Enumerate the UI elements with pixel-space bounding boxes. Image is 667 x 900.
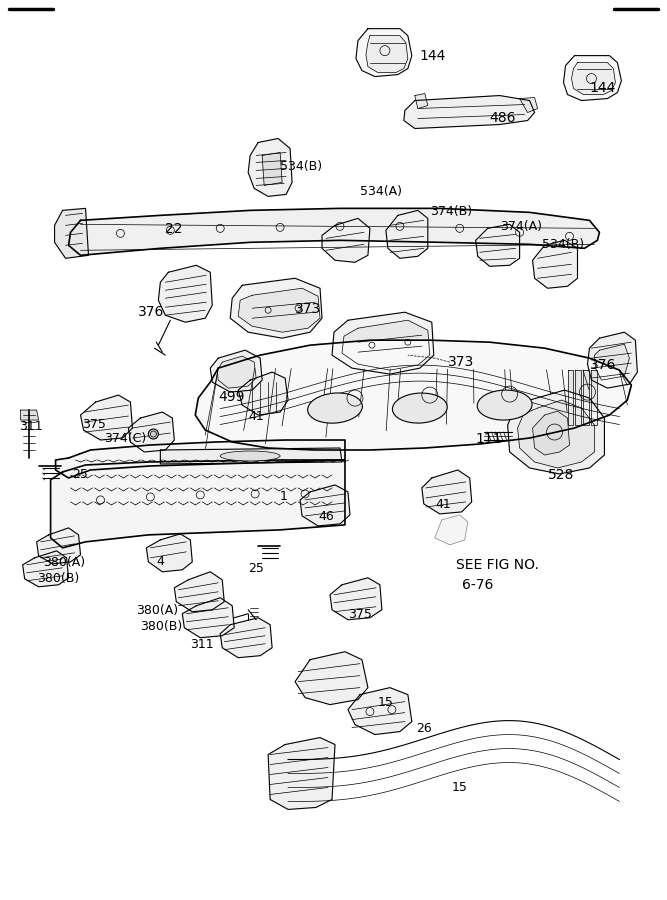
Polygon shape bbox=[268, 738, 335, 809]
Text: SEE FIG NO.: SEE FIG NO. bbox=[456, 558, 539, 572]
Text: 380(B): 380(B) bbox=[140, 620, 183, 633]
Polygon shape bbox=[195, 340, 632, 450]
Text: 1: 1 bbox=[280, 490, 288, 503]
Polygon shape bbox=[262, 152, 282, 185]
Polygon shape bbox=[572, 63, 616, 94]
Text: 46: 46 bbox=[318, 510, 334, 523]
Polygon shape bbox=[568, 370, 574, 425]
Polygon shape bbox=[435, 515, 468, 544]
Polygon shape bbox=[532, 411, 570, 455]
Polygon shape bbox=[21, 410, 39, 420]
Text: 375: 375 bbox=[348, 608, 372, 621]
Ellipse shape bbox=[392, 393, 448, 423]
Polygon shape bbox=[322, 219, 370, 262]
Text: 374(C): 374(C) bbox=[105, 432, 147, 445]
Polygon shape bbox=[69, 209, 600, 256]
Polygon shape bbox=[238, 372, 288, 415]
Polygon shape bbox=[230, 278, 322, 338]
Polygon shape bbox=[55, 440, 345, 478]
Polygon shape bbox=[594, 344, 630, 380]
Text: 6-76: 6-76 bbox=[462, 578, 493, 592]
Polygon shape bbox=[518, 400, 594, 468]
Text: 499: 499 bbox=[218, 390, 245, 404]
Polygon shape bbox=[210, 350, 262, 392]
Circle shape bbox=[148, 429, 158, 439]
Polygon shape bbox=[238, 288, 320, 332]
Polygon shape bbox=[330, 578, 382, 620]
Text: 380(B): 380(B) bbox=[37, 572, 79, 585]
Text: 374(B): 374(B) bbox=[430, 205, 472, 219]
Polygon shape bbox=[520, 97, 538, 112]
Polygon shape bbox=[81, 395, 133, 440]
Polygon shape bbox=[300, 485, 350, 526]
Polygon shape bbox=[182, 598, 234, 638]
Polygon shape bbox=[532, 240, 578, 288]
Polygon shape bbox=[476, 224, 520, 266]
Text: 528: 528 bbox=[548, 468, 574, 482]
Polygon shape bbox=[366, 36, 408, 73]
Polygon shape bbox=[588, 332, 638, 388]
Ellipse shape bbox=[220, 451, 280, 461]
Polygon shape bbox=[146, 534, 192, 572]
Polygon shape bbox=[422, 470, 472, 514]
Polygon shape bbox=[23, 551, 69, 587]
Text: 373: 373 bbox=[448, 356, 474, 369]
Polygon shape bbox=[404, 95, 534, 129]
Text: 41: 41 bbox=[436, 498, 452, 511]
Polygon shape bbox=[592, 370, 598, 425]
Text: 144: 144 bbox=[590, 81, 616, 94]
Polygon shape bbox=[415, 94, 428, 109]
Polygon shape bbox=[158, 266, 212, 322]
Text: 26: 26 bbox=[416, 722, 432, 734]
Text: 376: 376 bbox=[590, 358, 616, 372]
Polygon shape bbox=[576, 370, 582, 425]
Text: 25: 25 bbox=[248, 562, 264, 575]
Text: 144: 144 bbox=[420, 49, 446, 63]
Text: 373: 373 bbox=[295, 302, 321, 316]
Ellipse shape bbox=[307, 393, 362, 423]
Polygon shape bbox=[332, 312, 434, 374]
Polygon shape bbox=[295, 652, 368, 705]
Polygon shape bbox=[342, 320, 430, 370]
Text: 311: 311 bbox=[190, 638, 214, 651]
Text: 25: 25 bbox=[73, 468, 89, 481]
Text: 534(B): 534(B) bbox=[542, 238, 584, 251]
Polygon shape bbox=[356, 29, 412, 76]
Text: 311: 311 bbox=[19, 420, 42, 433]
Polygon shape bbox=[348, 688, 412, 734]
Polygon shape bbox=[386, 211, 428, 258]
Polygon shape bbox=[248, 139, 292, 196]
Text: 22: 22 bbox=[165, 222, 183, 237]
Text: 380(A): 380(A) bbox=[43, 556, 85, 569]
Text: 375: 375 bbox=[83, 418, 107, 431]
Text: 4: 4 bbox=[156, 554, 164, 568]
Polygon shape bbox=[129, 412, 174, 452]
Text: 15: 15 bbox=[452, 781, 468, 795]
Polygon shape bbox=[564, 56, 622, 101]
Ellipse shape bbox=[477, 390, 532, 420]
Polygon shape bbox=[174, 572, 224, 612]
Text: 111: 111 bbox=[476, 432, 502, 446]
Text: 15: 15 bbox=[378, 696, 394, 708]
Polygon shape bbox=[508, 390, 604, 474]
Text: 380(A): 380(A) bbox=[137, 604, 179, 617]
Polygon shape bbox=[217, 356, 256, 388]
Text: 376: 376 bbox=[139, 305, 165, 320]
Text: 534(B): 534(B) bbox=[280, 160, 322, 174]
Text: 534(A): 534(A) bbox=[360, 185, 402, 198]
Polygon shape bbox=[51, 460, 345, 548]
Polygon shape bbox=[37, 528, 81, 563]
Polygon shape bbox=[584, 370, 590, 425]
Polygon shape bbox=[160, 448, 342, 464]
Polygon shape bbox=[220, 617, 272, 658]
Polygon shape bbox=[55, 209, 89, 258]
Text: 41: 41 bbox=[248, 410, 264, 423]
Text: 374(A): 374(A) bbox=[500, 220, 542, 233]
Text: 486: 486 bbox=[490, 111, 516, 124]
